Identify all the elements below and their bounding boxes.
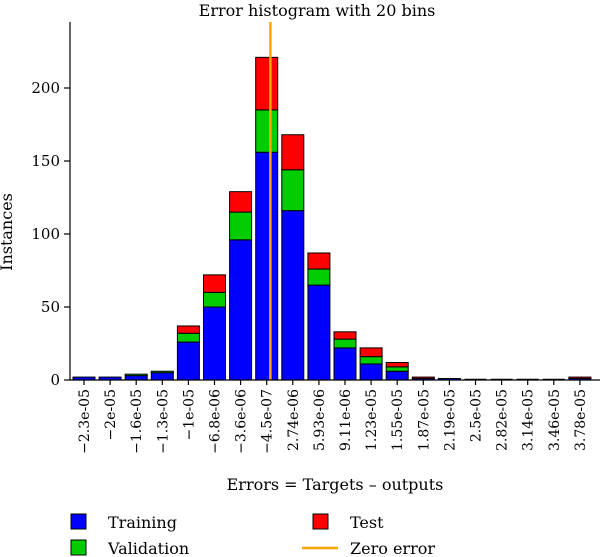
y-tick-group: 0 50 100 150 200 — [31, 79, 70, 389]
y-tick-label-0: 0 — [50, 371, 60, 389]
bar-training-6 — [229, 239, 253, 381]
legend-swatch-training — [70, 513, 87, 530]
x-tick-label-6: −3.6e-06 — [234, 389, 250, 454]
legend: Training Validation Test Zero error — [70, 513, 435, 557]
x-axis-label: Errors = Targets – outputs — [227, 475, 444, 494]
x-tick-label-7: −4.5e-07 — [260, 389, 276, 454]
x-tick-label-5: −6.8e-06 — [208, 389, 224, 454]
x-tick-label-4: −1e-05 — [181, 389, 197, 440]
bar-training-12 — [385, 370, 409, 381]
legend-swatch-validation — [70, 539, 87, 556]
bar-training-7 — [255, 151, 279, 381]
x-tick-label-0: −2.3e-05 — [77, 389, 93, 454]
legend-label-training: Training — [108, 513, 177, 532]
x-tick-label-19: 3.78e-05 — [573, 389, 589, 451]
bar-validation-4 — [176, 332, 200, 343]
x-tick-label-17: 3.14e-05 — [521, 389, 537, 451]
x-tick-label-2: −1.6e-05 — [129, 389, 145, 454]
x-tick-label-15: 2.5e-05 — [469, 389, 485, 442]
bar-validation-2 — [124, 373, 148, 377]
bar-validation-7 — [255, 109, 279, 153]
bar-validation-10 — [333, 338, 357, 349]
bar-training-3 — [150, 372, 174, 381]
bar-validation-9 — [307, 268, 331, 286]
x-tick-label-1: −2e-05 — [103, 389, 119, 440]
bar-test-6 — [229, 191, 253, 213]
bar-training-10 — [333, 347, 357, 381]
x-tick-label-10: 9.11e-06 — [338, 389, 354, 451]
legend-swatch-test — [312, 513, 329, 530]
bar-validation-6 — [229, 211, 253, 241]
chart-title: Error histogram with 20 bins — [199, 1, 436, 20]
x-tick-label-3: −1.3e-05 — [155, 389, 171, 454]
legend-label-test: Test — [350, 513, 384, 532]
x-tick-group: −2.3e-05 −2e-05 −1.6e-05 −1.3e-05 −1e-05 −6.8… — [77, 380, 589, 454]
x-tick-label-16: 2.82e-05 — [495, 389, 511, 451]
x-tick-label-14: 2.19e-05 — [442, 389, 458, 451]
bar-test-12 — [385, 361, 409, 368]
y-axis-label: Instances — [0, 193, 16, 271]
bar-validation-8 — [281, 169, 305, 212]
bar-validation-3 — [150, 370, 174, 374]
bar-test-10 — [333, 331, 357, 340]
y-tick-label-100: 100 — [31, 225, 60, 243]
bar-test-5 — [203, 274, 226, 293]
x-tick-label-13: 1.87e-05 — [416, 389, 432, 451]
bar-training-9 — [307, 284, 331, 381]
x-tick-label-11: 1.23e-05 — [364, 389, 380, 451]
bar-test-19 — [568, 376, 592, 380]
bar-training-8 — [281, 210, 305, 381]
bar-validation-11 — [359, 356, 383, 365]
bar-validation-12 — [385, 366, 409, 372]
bar-test-13 — [411, 376, 435, 380]
bar-test-7 — [255, 56, 279, 111]
y-tick-label-200: 200 — [31, 79, 60, 97]
x-tick-label-9: 5.93e-06 — [312, 389, 328, 451]
bar-test-4 — [176, 325, 200, 334]
bar-training-5 — [203, 306, 226, 381]
bar-test-9 — [307, 252, 331, 270]
y-tick-label-50: 50 — [41, 298, 60, 316]
x-tick-label-8: 2.74e-06 — [286, 389, 302, 451]
legend-label-validation: Validation — [107, 539, 189, 557]
bar-training-4 — [176, 341, 200, 381]
bar-training-11 — [359, 363, 383, 381]
bar-test-8 — [281, 134, 305, 171]
x-tick-label-12: 1.55e-05 — [390, 389, 406, 451]
y-tick-label-150: 150 — [31, 152, 60, 170]
bar-training-2 — [124, 375, 148, 381]
x-tick-label-18: 3.46e-05 — [547, 389, 563, 451]
legend-label-zero-error: Zero error — [350, 539, 435, 557]
bar-test-11 — [359, 347, 383, 358]
bar-validation-5 — [203, 291, 226, 308]
bar-group — [72, 56, 592, 381]
